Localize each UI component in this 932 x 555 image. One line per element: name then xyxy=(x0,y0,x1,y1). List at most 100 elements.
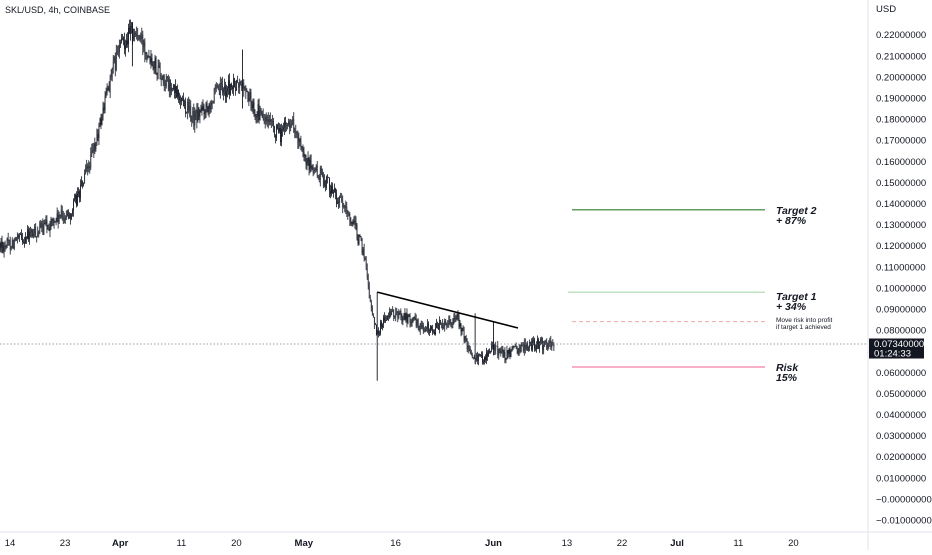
candle-body xyxy=(172,88,173,89)
symbol-title: SKL/USD, 4h, COINBASE xyxy=(5,5,110,15)
candle-body xyxy=(488,351,489,356)
move-risk-note-line2[interactable]: if target 1 achieved xyxy=(776,324,831,331)
candle-body xyxy=(245,87,246,92)
candle-body xyxy=(380,322,381,334)
price-tick-label: 0.02000000 xyxy=(876,452,926,463)
candle-body xyxy=(409,315,410,316)
candle-body xyxy=(90,154,91,167)
candle-body xyxy=(83,183,84,187)
candle-body xyxy=(112,69,113,77)
candle-body xyxy=(473,358,474,359)
candle-body xyxy=(378,331,379,334)
candle-body xyxy=(175,86,176,93)
candle-body xyxy=(219,90,220,95)
candle-body xyxy=(163,75,164,80)
candle-body xyxy=(99,126,100,138)
candle-body xyxy=(85,170,86,174)
target-1-percent[interactable]: + 34% xyxy=(776,301,807,313)
candle-body xyxy=(271,120,272,122)
candle-body xyxy=(203,106,204,110)
candle-body xyxy=(156,58,157,73)
candle-body xyxy=(87,166,88,169)
candle-body xyxy=(223,90,224,93)
candle-body xyxy=(490,351,491,352)
candle-body xyxy=(259,104,260,120)
candle-body xyxy=(59,215,60,223)
candle-body xyxy=(180,100,181,101)
candle-body xyxy=(48,229,49,230)
candle-body xyxy=(309,157,310,170)
candle-body xyxy=(307,162,308,164)
candle-body xyxy=(133,37,134,39)
candle-body xyxy=(254,102,255,114)
candle-body xyxy=(116,52,117,70)
candle-body xyxy=(528,348,529,350)
candle-body xyxy=(427,323,428,329)
candle-body xyxy=(27,230,28,239)
candle-body xyxy=(486,353,487,360)
candle-body xyxy=(461,323,462,332)
candle-body xyxy=(23,242,24,243)
candle-body xyxy=(443,327,444,328)
candle-body xyxy=(320,168,321,180)
candle-body xyxy=(142,35,143,47)
candle-body xyxy=(404,313,405,319)
candle-body xyxy=(210,104,211,110)
candle-body xyxy=(411,323,412,324)
candle-body xyxy=(168,78,169,90)
candle-body xyxy=(396,311,397,312)
price-tick-label: 0.18000000 xyxy=(876,115,926,126)
candle-body xyxy=(314,171,315,172)
candle-body xyxy=(104,108,105,110)
candle-body xyxy=(92,150,93,151)
candle-body xyxy=(22,238,23,242)
candle-body xyxy=(354,221,355,222)
candle-body xyxy=(285,121,286,125)
target-2-percent[interactable]: + 87% xyxy=(776,215,807,227)
candle-body xyxy=(212,102,213,105)
candle-body xyxy=(199,108,200,117)
candle-body xyxy=(124,41,125,49)
candle-body xyxy=(407,313,408,322)
candle-body xyxy=(71,214,72,219)
candle-body xyxy=(187,102,188,112)
candle-body xyxy=(189,106,190,111)
plot-area[interactable] xyxy=(0,0,868,532)
candle-body xyxy=(542,340,543,351)
candle-body xyxy=(283,128,284,130)
candle-body xyxy=(146,53,147,54)
candle-body xyxy=(472,355,473,358)
candle-body xyxy=(501,350,502,352)
candle-body xyxy=(182,98,183,99)
candle-body xyxy=(204,106,205,114)
candle-body xyxy=(41,225,42,227)
candle-body xyxy=(105,96,106,110)
candle-body xyxy=(109,88,110,91)
candle-body xyxy=(503,350,504,357)
candle-body xyxy=(357,225,358,239)
candle-body xyxy=(161,79,162,80)
candle-body xyxy=(374,317,375,323)
candle-body xyxy=(277,125,278,128)
price-axis[interactable]: USD 0.220000000.210000000.200000000.1900… xyxy=(876,4,932,527)
candle-body xyxy=(151,58,152,63)
candle-body xyxy=(191,117,192,121)
candle-body xyxy=(520,348,521,351)
candle-body xyxy=(253,102,254,108)
candle-body xyxy=(275,135,276,138)
candle-body xyxy=(393,310,394,318)
candle-body xyxy=(184,101,185,106)
candle-body xyxy=(45,223,46,224)
move-risk-note-line1[interactable]: Move risk into profit xyxy=(776,317,833,324)
candle-body xyxy=(186,112,187,113)
candle-body xyxy=(70,214,71,219)
risk-percent[interactable]: 15% xyxy=(776,372,798,384)
candle-body xyxy=(382,324,383,327)
candle-body xyxy=(135,33,136,34)
candle-body xyxy=(509,348,510,353)
candle-body xyxy=(50,227,51,231)
candle-body xyxy=(281,130,282,142)
